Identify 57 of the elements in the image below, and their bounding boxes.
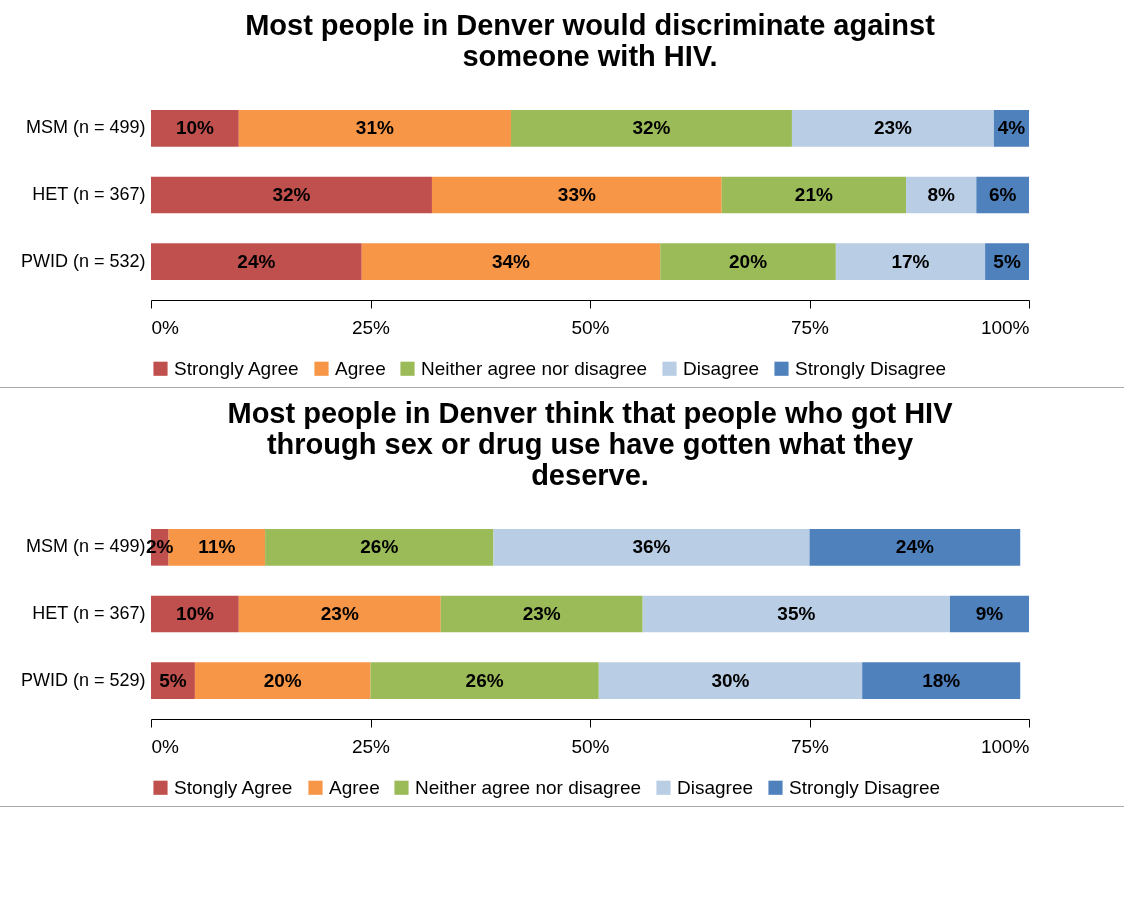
legend-label: Agree [335,357,386,379]
data-label: 23% [522,603,561,624]
x-tick-label: 0% [151,316,180,338]
data-label: 17% [891,250,930,272]
data-label: 34% [491,250,531,272]
data-label: 5% [993,250,1021,272]
legend-label: Strongly Agree [174,357,299,379]
data-label: 32% [632,117,671,139]
data-label: 23% [320,603,359,624]
data-label: 26% [465,669,504,691]
data-label: 21% [794,184,834,205]
x-tick-label: 50% [571,316,610,338]
data-label: 8% [927,184,956,205]
legend-label: Neither agree nor disagree [421,357,648,379]
legend-label: Agree [329,776,380,798]
data-label: 32% [272,184,311,205]
data-label: 5% [159,669,187,691]
y-tick-label: PWID (n = 529) [20,669,146,690]
data-label: 24% [237,250,276,272]
data-label: 11% [198,536,236,558]
y-tick-label: HET (n = 367) [32,603,146,623]
y-tick-label: PWID (n = 532) [20,250,146,271]
data-label: 30% [711,669,750,691]
data-label: 9% [975,603,1004,624]
data-label: 18% [922,669,961,691]
x-tick-label: 75% [790,735,830,757]
legend-label: Strongly Disagree [795,357,947,379]
data-label: 10% [175,117,215,139]
x-tick-label: 50% [571,735,610,757]
x-tick-label: 100% [980,316,1030,338]
data-label: 20% [263,669,302,691]
chart-title: Most people in Denver would discriminate against someone with HIV. [245,9,936,72]
y-tick-label: MSM (n = 499) [25,536,146,557]
x-tick-label: 75% [790,316,830,338]
data-label: 20% [729,250,768,272]
data-label: 26% [360,536,399,558]
data-label: 36% [632,536,671,558]
y-tick-label: HET (n = 367) [32,184,146,204]
data-label: 24% [895,536,934,558]
data-label: 10% [175,603,215,624]
legend-label: Neither agree nor disagree [415,776,642,798]
data-label: 31% [355,117,395,139]
x-tick-label: 100% [980,735,1030,757]
data-label: 35% [777,603,816,624]
x-tick-label: 25% [351,316,391,338]
data-label: 6% [988,184,1017,205]
y-tick-label: MSM (n = 499) [25,117,146,138]
legend-label: Strongly Disagree [789,776,941,798]
x-tick-label: 25% [351,735,391,757]
data-label: 4% [997,117,1026,139]
legend-label: Stongly Agree [174,776,293,798]
legend-label: Disagree [683,357,760,379]
chart-title: Most people in Denver think that people who got HIV through sex or drug use have gotten what they deserve. [227,397,954,491]
legend-label: Disagree [677,776,754,798]
x-tick-label: 0% [151,735,180,757]
data-label: 33% [557,184,596,205]
data-label: 23% [873,117,913,139]
